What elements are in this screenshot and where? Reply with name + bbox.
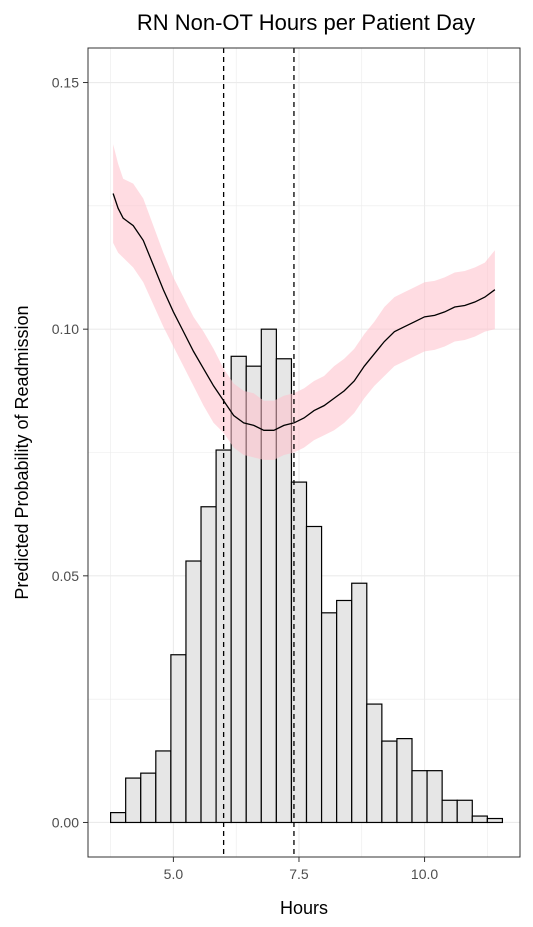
histogram-bar xyxy=(456,799,473,824)
x-axis-ticks: 5.0 7.5 10.0 xyxy=(164,857,438,882)
histogram-bar xyxy=(486,817,504,824)
histogram-bar xyxy=(366,703,383,824)
panel-border xyxy=(87,47,521,858)
x-axis-title: Hours xyxy=(280,898,328,918)
histogram-bar xyxy=(381,740,398,824)
gridlines xyxy=(88,48,520,857)
prediction-line-path xyxy=(112,193,496,431)
chart-title: RN Non-OT Hours per Patient Day xyxy=(137,10,475,35)
histogram-bar xyxy=(140,772,157,824)
histogram-bar xyxy=(441,799,458,824)
histogram-bar xyxy=(110,812,127,824)
y-axis-ticks: 0.00 0.05 0.10 0.15 xyxy=(52,75,88,830)
y-tick-label: 0.05 xyxy=(52,568,79,584)
y-tick-label: 0.10 xyxy=(52,321,79,337)
histogram-bar xyxy=(155,750,172,824)
histogram-bar xyxy=(125,777,142,824)
histogram-bar xyxy=(336,599,353,824)
histogram-bar xyxy=(411,770,428,824)
y-axis-title: Predicted Probability of Readmission xyxy=(12,305,32,599)
x-tick-label: 7.5 xyxy=(289,866,309,882)
histogram-bar xyxy=(396,738,413,824)
histogram-bar xyxy=(426,770,443,824)
prediction-line xyxy=(112,193,496,431)
histogram-bar xyxy=(320,612,338,824)
confidence-band xyxy=(113,144,495,460)
histogram xyxy=(110,328,504,824)
x-tick-label: 10.0 xyxy=(411,866,438,882)
y-tick-label: 0.00 xyxy=(52,814,79,830)
histogram-bar xyxy=(471,815,488,824)
histogram-bar xyxy=(305,525,323,824)
x-tick-label: 5.0 xyxy=(164,866,184,882)
histogram-bar xyxy=(200,506,217,824)
histogram-bar xyxy=(351,582,368,824)
histogram-bar xyxy=(170,654,187,824)
confidence-band-area xyxy=(113,144,495,460)
y-tick-label: 0.15 xyxy=(52,75,79,91)
histogram-bar xyxy=(185,560,202,824)
